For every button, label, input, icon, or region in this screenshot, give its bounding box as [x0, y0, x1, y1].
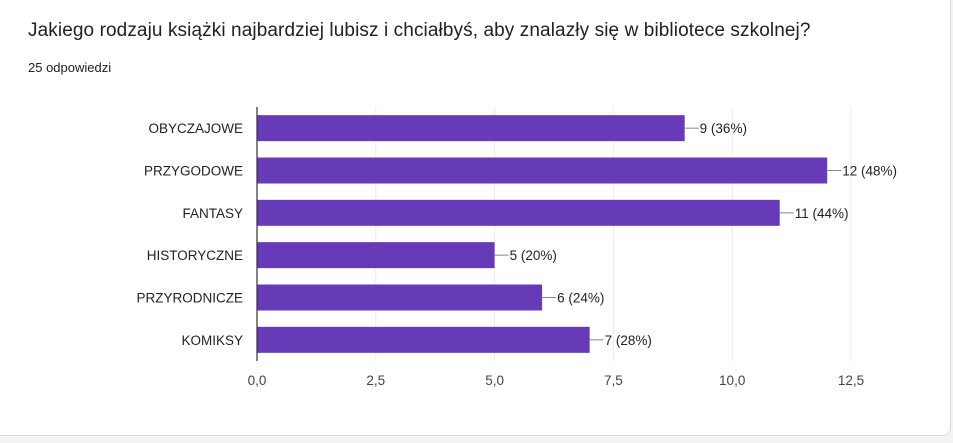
- data-label: 5 (20%): [510, 248, 557, 263]
- x-tick-label: 12,5: [838, 373, 864, 388]
- category-label: PRZYGODOWE: [144, 164, 243, 179]
- response-count: 25 odpowiedzi: [28, 60, 112, 75]
- data-label: 7 (28%): [605, 333, 652, 348]
- bar: [257, 115, 685, 142]
- question-title: Jakiego rodzaju książki najbardziej lubi…: [28, 20, 811, 41]
- bar: [257, 157, 828, 184]
- bar: [257, 242, 495, 269]
- x-tick-label: 5,0: [485, 373, 504, 388]
- data-label: 11 (44%): [795, 206, 849, 221]
- data-label: 12 (48%): [842, 164, 897, 179]
- category-label: PRZYRODNICZE: [136, 291, 243, 306]
- bar: [257, 326, 590, 353]
- bar: [257, 199, 780, 226]
- x-tick-label: 0,0: [248, 373, 267, 388]
- category-label: OBYCZAJOWE: [148, 121, 243, 136]
- x-tick-label: 7,5: [604, 373, 623, 388]
- data-label: 9 (36%): [700, 121, 747, 136]
- data-label: 6 (24%): [557, 291, 604, 306]
- category-label: FANTASY: [182, 206, 243, 221]
- category-label: HISTORYCZNE: [147, 248, 243, 263]
- bar: [257, 284, 543, 311]
- category-label: KOMIKSY: [181, 333, 243, 348]
- x-tick-label: 10,0: [719, 373, 745, 388]
- x-tick-label: 2,5: [366, 373, 385, 388]
